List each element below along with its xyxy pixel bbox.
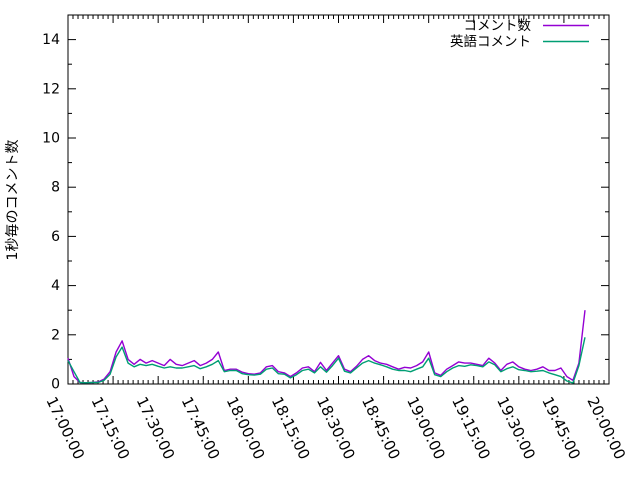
y-axis-title: 1秒毎のコメント数	[5, 140, 21, 261]
x-tick-label: 17:15:00	[88, 394, 134, 462]
x-tick-label: 18:00:00	[223, 394, 269, 462]
plot-border	[67, 14, 610, 385]
legend-label-english: 英語コメント	[450, 33, 531, 50]
y-tick-label: 8	[51, 180, 60, 196]
series-comments-line	[67, 310, 586, 384]
series-english-line	[67, 337, 586, 384]
x-tick-label: 20:00:00	[583, 394, 629, 462]
x-tick-label: 18:45:00	[358, 394, 404, 462]
series-lines	[67, 310, 586, 384]
x-tick-label: 19:00:00	[403, 394, 449, 462]
y-tick-label: 6	[51, 229, 60, 245]
x-tick-labels: 17:00:00 17:15:00 17:30:00 17:45:00 18:00:00…	[42, 394, 629, 462]
y-tick-label: 14	[42, 32, 60, 48]
legend-label-comments: コメント数	[464, 18, 532, 34]
y-tick-label: 10	[42, 131, 60, 147]
y-tick-label: 0	[51, 377, 60, 393]
x-tick-label: 17:30:00	[133, 394, 179, 462]
x-tick-label: 17:45:00	[178, 394, 224, 462]
y-tick-label: 12	[42, 81, 60, 97]
y-tick-label: 2	[51, 327, 60, 343]
x-tick-label: 19:45:00	[538, 394, 584, 462]
y-axis-ticks	[68, 39, 609, 385]
legend: コメント数 英語コメント	[450, 18, 589, 50]
x-axis-ticks	[67, 15, 610, 384]
y-tick-label: 4	[51, 278, 60, 294]
x-tick-label: 19:30:00	[493, 394, 539, 462]
x-tick-label: 18:30:00	[313, 394, 359, 462]
x-tick-label: 19:15:00	[448, 394, 494, 462]
x-tick-label: 17:00:00	[42, 394, 88, 462]
x-tick-label: 18:15:00	[268, 394, 314, 462]
y-tick-labels: 0 2 4 6 8 10 12 14	[42, 32, 60, 392]
